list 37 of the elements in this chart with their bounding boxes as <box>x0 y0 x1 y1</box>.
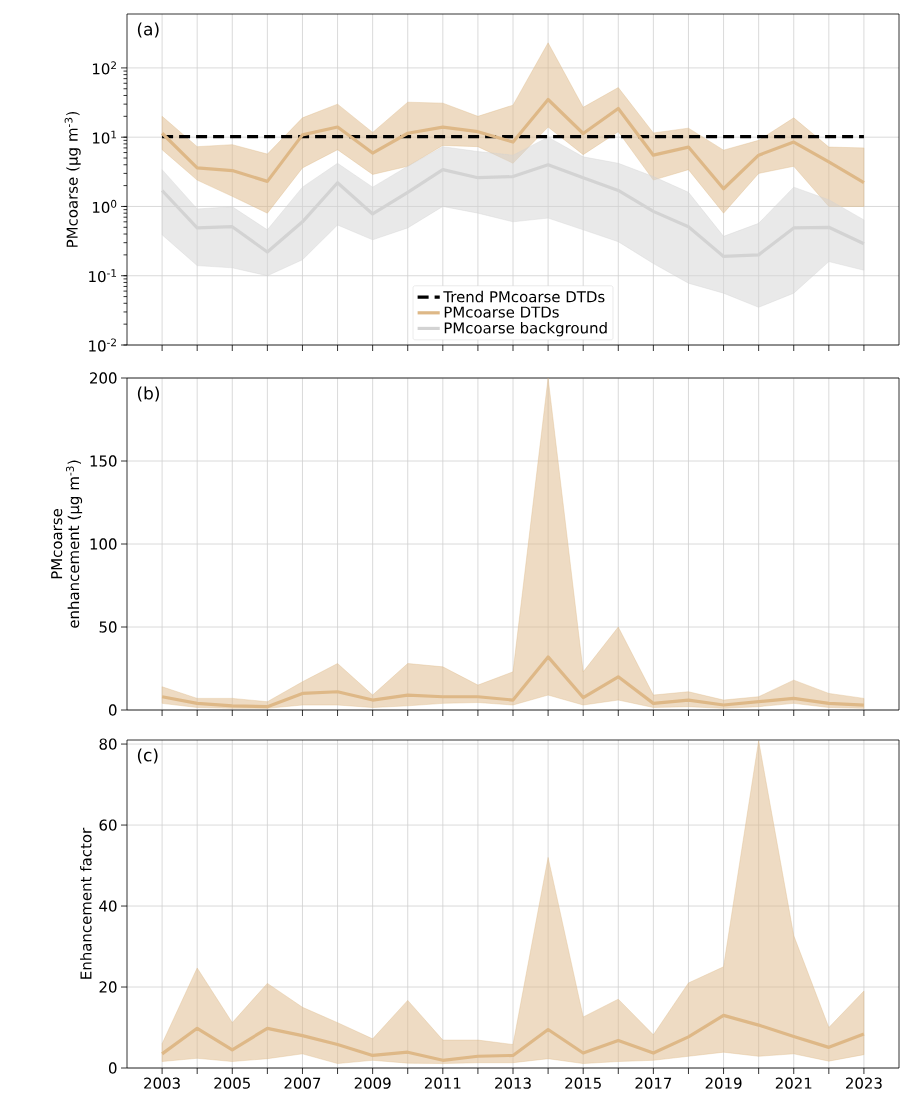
y-tick-label: 80 <box>99 738 117 750</box>
x-tick-label: 2009 <box>354 1077 391 1089</box>
line-series <box>160 1013 866 1062</box>
y-tick-label: 10$^{1}$ <box>92 130 117 144</box>
y-tick-label: 10$^{-2}$ <box>89 338 116 352</box>
y-tick-label: 200 <box>90 372 117 384</box>
annotation: (a) <box>137 22 159 38</box>
y-tick-label: 60 <box>99 819 117 831</box>
y-tick-label: 40 <box>99 900 117 912</box>
y-tick-label: 100 <box>90 538 117 550</box>
y-axis-title: PMcoarse enhancement (µg m$^{-3}$) <box>51 460 83 628</box>
y-tick-label: 10$^{-1}$ <box>89 269 117 283</box>
legend-label: Trend PMcoarse DTDs <box>443 290 605 303</box>
y-tick-label: 20 <box>99 981 117 993</box>
x-tick-label: 2013 <box>495 1077 531 1089</box>
y-tick-label: 0 <box>108 1062 117 1074</box>
annotation: (b) <box>137 386 159 402</box>
x-tick-label: 2005 <box>214 1077 250 1089</box>
annotation: (c) <box>137 748 158 764</box>
x-tick-label: 2015 <box>565 1077 601 1089</box>
y-axis-title: Enhancement factor <box>80 827 92 979</box>
legend-label: PMcoarse DTDs <box>444 306 559 318</box>
legend-label: PMcoarse background <box>444 322 607 337</box>
x-tick-label: 2023 <box>846 1077 882 1089</box>
y-tick-label: 10$^{0}$ <box>92 199 117 214</box>
line-series <box>160 97 866 191</box>
x-tick-label: 2003 <box>144 1077 180 1089</box>
y-tick-label: 150 <box>90 455 117 467</box>
y-tick-label: 50 <box>99 621 117 633</box>
x-tick-label: 2021 <box>775 1077 812 1089</box>
y-axis-title: PMcoarse (µg m$^{-3}$) <box>64 111 81 247</box>
x-tick-label: 2019 <box>705 1077 742 1089</box>
x-tick-label: 2007 <box>284 1077 321 1089</box>
y-tick-label: 0 <box>108 704 117 716</box>
x-tick-label: 2017 <box>635 1077 672 1089</box>
y-tick-label: 10$^{2}$ <box>92 61 116 75</box>
x-tick-label: 2011 <box>424 1077 461 1089</box>
